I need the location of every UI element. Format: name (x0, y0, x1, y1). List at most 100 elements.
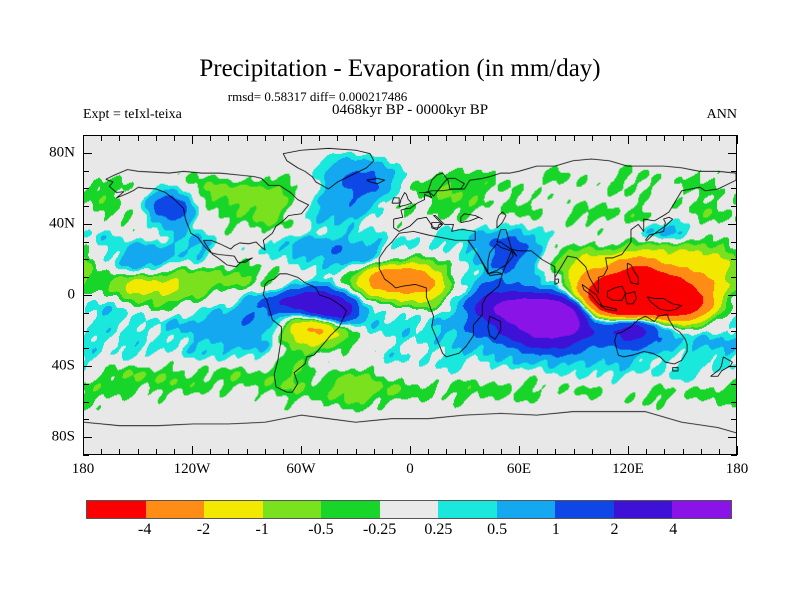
y-tick-left (83, 188, 89, 190)
x-tick-bottom (228, 449, 230, 455)
x-tick-bottom (337, 449, 339, 455)
x-tick-top (228, 135, 230, 141)
x-tick-top (609, 135, 611, 141)
y-tick-left (83, 295, 92, 296)
x-tick-bottom (519, 446, 520, 455)
x-axis-tick-label: 180 (725, 461, 749, 477)
x-tick-bottom (83, 446, 84, 455)
x-axis-tick-label: 0 (406, 461, 414, 477)
x-tick-top (591, 135, 593, 141)
x-axis-tick-label: 60W (286, 461, 316, 477)
y-axis-tick-label: 40N (49, 215, 75, 232)
x-tick-top (301, 135, 302, 144)
y-tick-right (731, 206, 737, 208)
y-tick-right (731, 419, 737, 421)
map-plot-area (83, 135, 737, 455)
colorbar-tick-label: 0.25 (424, 521, 453, 538)
colorbar-swatch-4 (321, 501, 380, 518)
y-tick-right (728, 223, 737, 225)
x-tick-bottom (700, 449, 702, 455)
colorbar-tick-label: 2 (610, 521, 619, 538)
y-tick-left (83, 152, 92, 154)
y-tick-left (83, 277, 89, 279)
colorbar-swatch-7 (496, 501, 556, 518)
colorbar (86, 500, 732, 519)
colorbar-tick-label: -2 (196, 521, 211, 538)
x-tick-top (83, 135, 84, 144)
x-tick-bottom (500, 449, 502, 455)
x-tick-top (482, 135, 484, 141)
y-tick-left (83, 383, 89, 385)
y-tick-right (731, 455, 737, 456)
colorbar-swatch-1 (145, 501, 205, 518)
colorbar-tick-label: -0.5 (308, 521, 334, 538)
x-tick-top (337, 135, 339, 141)
x-tick-top (210, 135, 212, 141)
x-tick-bottom (609, 449, 611, 455)
x-tick-bottom (646, 449, 648, 455)
y-tick-left (83, 135, 89, 136)
x-tick-bottom (537, 449, 539, 455)
y-tick-left (83, 366, 92, 368)
x-tick-bottom (301, 446, 302, 455)
y-tick-left (83, 170, 89, 172)
x-tick-bottom (137, 449, 139, 455)
y-tick-left (83, 330, 89, 332)
y-tick-left (83, 241, 89, 243)
y-tick-right (731, 188, 737, 190)
x-tick-top (664, 135, 666, 141)
x-tick-bottom (210, 449, 212, 455)
x-tick-bottom (737, 446, 738, 455)
x-tick-top (500, 135, 502, 141)
x-tick-bottom (192, 446, 193, 455)
colorbar-tick-label: 1 (551, 521, 560, 538)
x-tick-bottom (555, 449, 557, 455)
y-tick-left (83, 206, 89, 208)
y-tick-left (83, 259, 89, 261)
colorbar-swatch-3 (262, 501, 322, 518)
x-tick-top (573, 135, 575, 141)
y-tick-right (728, 366, 737, 368)
y-tick-right (728, 152, 737, 154)
y-axis-tick-label: 80S (51, 428, 75, 445)
y-tick-right (731, 135, 737, 136)
colorbar-tick-label: 4 (669, 521, 678, 538)
page-title: Precipitation - Evaporation (in mm/day) (199, 55, 601, 82)
y-tick-right (731, 277, 737, 279)
colorbar-swatch-6 (438, 501, 497, 518)
x-tick-top (446, 135, 448, 141)
x-tick-bottom (282, 449, 284, 455)
rmsd-statistics-label: rmsd= 0.58317 diff= 0.000217486 (227, 89, 408, 104)
y-tick-left (83, 401, 89, 403)
x-tick-bottom (264, 449, 266, 455)
x-tick-bottom (446, 449, 448, 455)
y-tick-right (731, 312, 737, 314)
x-tick-bottom (591, 449, 593, 455)
colorbar-tick-label: 0.5 (487, 521, 508, 538)
x-tick-bottom (373, 449, 375, 455)
x-tick-top (391, 135, 393, 141)
x-axis-tick-label: 60E (506, 461, 532, 477)
y-tick-right (728, 437, 737, 439)
period-label: 0468kyr BP - 0000kyr BP (331, 102, 489, 118)
x-tick-top (682, 135, 684, 141)
x-tick-top (355, 135, 357, 141)
x-tick-top (464, 135, 466, 141)
y-tick-left (83, 437, 92, 439)
x-tick-top (428, 135, 430, 141)
x-tick-top (192, 135, 193, 144)
y-tick-left (83, 223, 92, 225)
y-tick-right (731, 259, 737, 261)
x-tick-top (155, 135, 157, 141)
x-tick-top (737, 135, 738, 144)
y-tick-left (83, 348, 89, 350)
x-tick-top (264, 135, 266, 141)
x-axis-tick-label: 120W (173, 461, 211, 477)
y-tick-right (731, 348, 737, 350)
x-tick-bottom (482, 449, 484, 455)
x-tick-bottom (246, 449, 248, 455)
colorbar-swatch-8 (555, 501, 614, 518)
x-tick-top (101, 135, 103, 141)
y-tick-right (731, 383, 737, 385)
